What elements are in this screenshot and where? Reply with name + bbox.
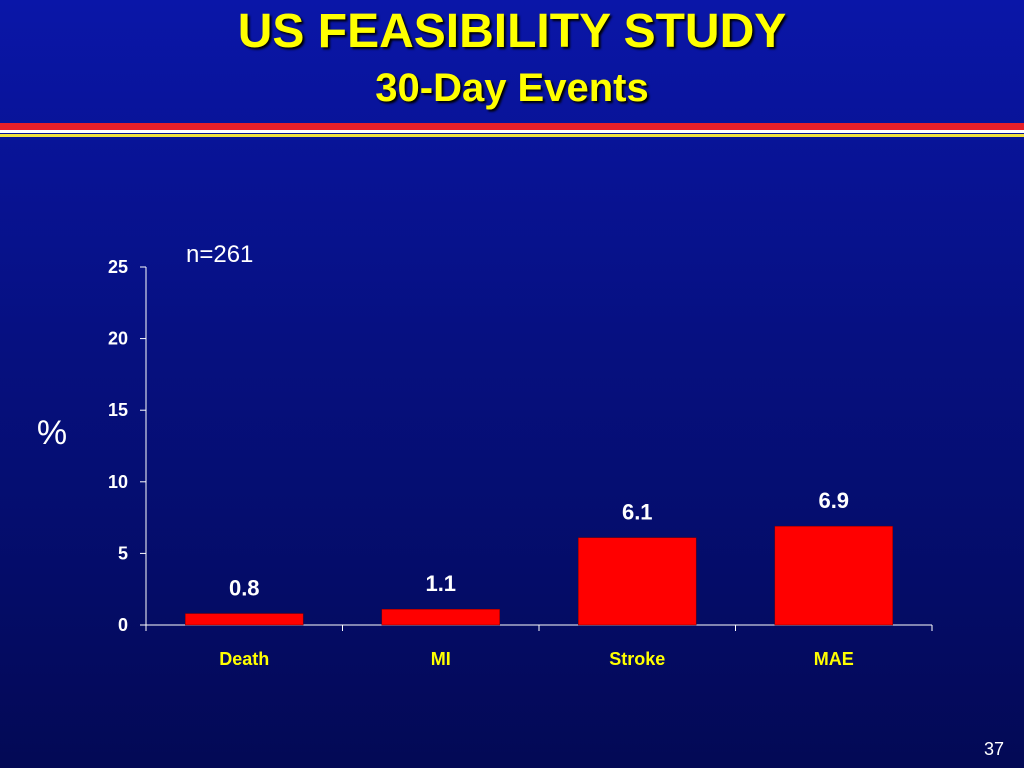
- bar-data-label: 6.9: [818, 488, 849, 513]
- bar-data-label: 0.8: [229, 576, 260, 601]
- bar-chart: n=261 % 0 5 10 15 20 25 0.8 Death 1.1 MI 6.1 Stroke…: [37, 241, 893, 669]
- header-stripe-red: [0, 123, 1024, 130]
- x-category-label: Death: [219, 649, 269, 669]
- y-tick-label: 25: [108, 257, 128, 277]
- sample-size-annotation: n=261: [186, 241, 253, 268]
- y-tick-label: 5: [118, 543, 128, 563]
- bar: [185, 613, 304, 626]
- y-axis-label: %: [37, 414, 67, 452]
- slide-title: US FEASIBILITY STUDY: [237, 5, 787, 58]
- bar: [578, 537, 697, 626]
- x-category-label: MI: [431, 649, 451, 669]
- y-tick-label: 15: [108, 400, 128, 420]
- bar: [774, 525, 893, 626]
- slide-subtitle: 30-Day Events: [375, 66, 649, 110]
- x-category-label: Stroke: [609, 649, 665, 669]
- bar-data-label: 1.1: [425, 571, 456, 596]
- bar: [381, 608, 500, 626]
- x-category-label: MAE: [814, 649, 854, 669]
- bar-data-label: 6.1: [622, 500, 653, 525]
- y-tick-label: 0: [118, 615, 128, 635]
- y-tick-label: 20: [108, 329, 128, 349]
- slide-number: 37: [983, 739, 1004, 759]
- y-tick-label: 10: [108, 472, 128, 492]
- header-stripe-yellow: [0, 134, 1024, 137]
- header-stripe-white: [0, 130, 1024, 133]
